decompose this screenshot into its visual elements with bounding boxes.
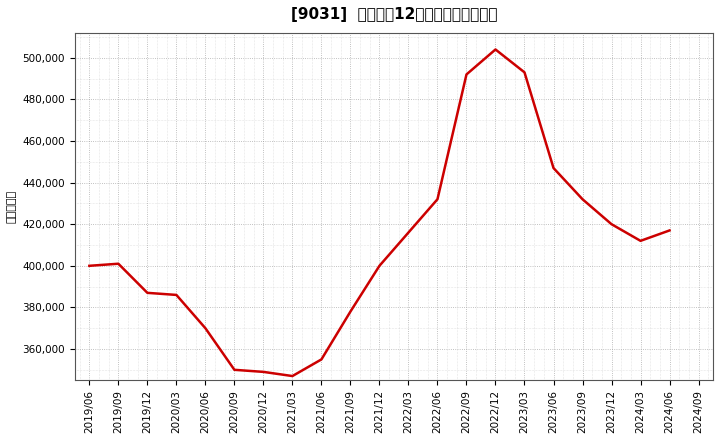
Title: [9031]  売上高の12か月移動合計の推移: [9031] 売上高の12か月移動合計の推移 — [291, 7, 498, 22]
Y-axis label: （百万円）: （百万円） — [7, 190, 17, 223]
